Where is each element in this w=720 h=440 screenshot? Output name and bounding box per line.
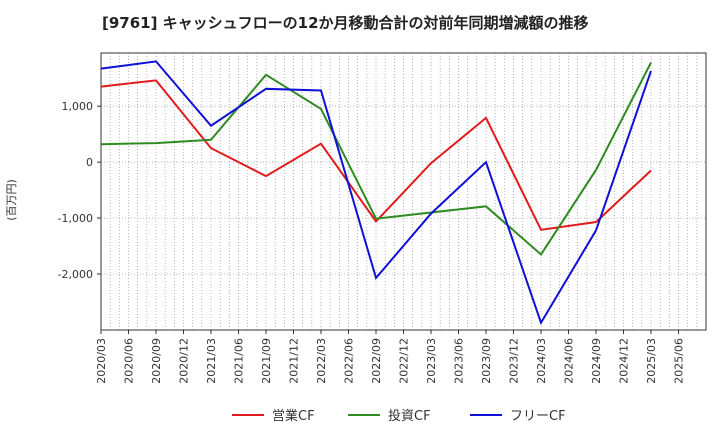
x-tick-label: 2023/12 xyxy=(508,338,521,384)
legend-label: 営業CF xyxy=(272,408,315,424)
x-tick-label: 2024/06 xyxy=(563,338,576,384)
x-tick-label: 2025/06 xyxy=(673,338,686,384)
y-tick-label: -2,000 xyxy=(58,268,93,281)
x-tick-label: 2024/03 xyxy=(535,338,548,384)
y-axis-label: (百万円) xyxy=(5,179,18,221)
series-line xyxy=(100,60,652,326)
legend-label: フリーCF xyxy=(510,409,566,424)
y-tick-label: 1,000 xyxy=(62,100,94,113)
x-tick-label: 2020/03 xyxy=(95,338,108,384)
x-tick-label: 2025/03 xyxy=(645,338,658,384)
y-axis-ticks: 1,000 0 -1,000 -2,000 xyxy=(58,100,101,281)
x-tick-label: 2023/06 xyxy=(453,338,466,384)
x-tick-label: 2021/12 xyxy=(288,338,301,384)
x-tick-label: 2020/12 xyxy=(178,338,191,384)
chart-title: [9761] キャッシュフローの12か月移動合計の対前年同期増減額の推移 xyxy=(102,14,589,32)
x-tick-label: 2022/06 xyxy=(343,338,356,384)
x-tick-label: 2023/03 xyxy=(425,338,438,384)
series-line xyxy=(100,62,652,256)
x-axis-ticks: 2020/03 2020/06 2020/09 2020/12 2021/03 2021/… xyxy=(95,330,686,384)
x-tick-label: 2024/12 xyxy=(618,338,631,384)
x-tick-label: 2021/03 xyxy=(205,338,218,384)
y-tick-label: -1,000 xyxy=(58,212,93,225)
x-tick-label: 2022/09 xyxy=(370,338,383,384)
x-tick-label: 2021/09 xyxy=(260,338,273,384)
x-tick-label: 2024/09 xyxy=(590,338,603,384)
series-lines xyxy=(100,60,652,326)
x-tick-label: 2020/09 xyxy=(150,338,163,384)
x-tick-label: 2022/12 xyxy=(398,338,411,384)
legend: 営業CF 投資CF フリーCF xyxy=(232,408,566,424)
y-tick-label: 0 xyxy=(86,156,93,169)
x-tick-label: 2023/09 xyxy=(480,338,493,384)
x-tick-label: 2022/03 xyxy=(315,338,328,384)
x-tick-label: 2020/06 xyxy=(123,338,136,384)
legend-label: 投資CF xyxy=(388,408,431,424)
x-tick-label: 2021/06 xyxy=(233,338,246,384)
